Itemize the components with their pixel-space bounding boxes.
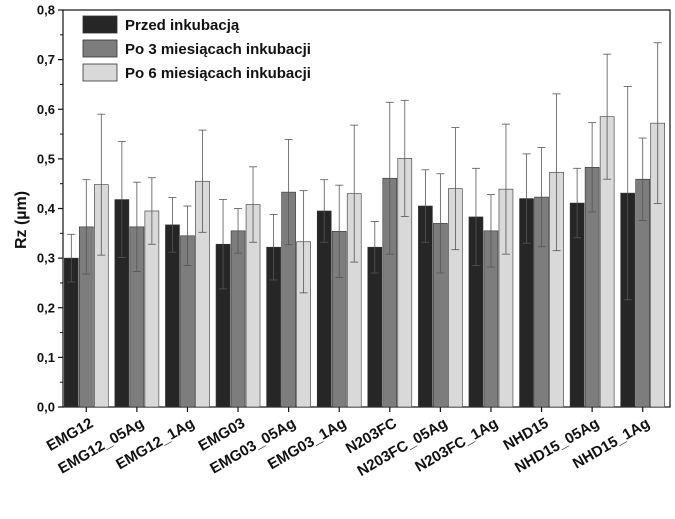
y-tick-label: 0,7 [37, 52, 55, 67]
legend-label: Po 3 miesiącach inkubacji [125, 41, 311, 58]
bar [230, 230, 246, 408]
legend-swatch [82, 39, 118, 58]
bars [63, 116, 666, 408]
legend-label: Przed inkubacją [125, 17, 240, 34]
y-tick-label: 0,2 [37, 300, 55, 315]
y-axis-title: Rz (µm) [13, 191, 30, 249]
y-tick-label: 0,1 [37, 350, 55, 365]
y-tick-label: 0,3 [37, 251, 55, 266]
legend: Przed inkubacją Po 3 miesiącach inkubacji… [82, 15, 311, 82]
x-axis: EMG12EMG12_05AgEMG12_1AgEMG03EMG03_05AgE… [44, 407, 653, 480]
y-axis: 0,0 0,1 0,2 0,3 0,4 0,5 0,6 0,7 0,8 [37, 3, 63, 415]
legend-label: Po 6 miesiącach inkubacji [125, 65, 311, 82]
y-tick-label: 0,6 [37, 102, 55, 117]
y-tick-label: 0,5 [37, 151, 55, 166]
legend-swatch [82, 63, 118, 82]
y-tick-label: 0,8 [37, 3, 55, 18]
y-tick-label: 0,4 [37, 201, 56, 216]
y-tick-label: 0,0 [37, 400, 55, 415]
error-bars [67, 42, 662, 301]
legend-swatch [82, 15, 118, 34]
